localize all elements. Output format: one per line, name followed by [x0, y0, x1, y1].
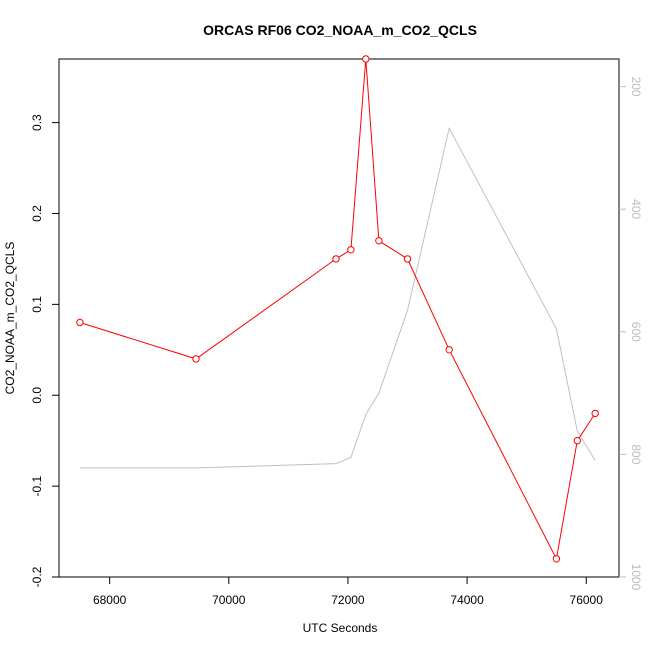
secondary-series-layer	[79, 126, 596, 469]
data-point	[347, 246, 355, 254]
data-point	[591, 409, 599, 418]
y-tick-label: 0.2	[30, 205, 44, 222]
plot-frame	[58, 58, 620, 578]
data-point	[573, 437, 581, 445]
y2-axis: 200 400 600 800 1000	[619, 77, 643, 591]
y2-tick-label: 600	[629, 322, 643, 342]
y-tick-label: -0.2	[30, 566, 44, 587]
chart-title: ORCAS RF06 CO2_NOAA_m_CO2_QCLS	[203, 22, 477, 38]
y-axis-label: CO2_NOAA_m_CO2_QCLS	[3, 242, 17, 395]
x-axis-label: UTC Seconds	[303, 621, 378, 635]
y-tick-label: 0.0	[30, 387, 44, 404]
y2-tick-label: 1000	[629, 564, 643, 591]
secondary-series-line	[79, 126, 596, 469]
x-tick-label: 68000	[93, 593, 127, 607]
data-point	[76, 318, 84, 327]
y2-tick-label: 200	[629, 77, 643, 97]
primary-series-line	[79, 58, 596, 561]
y2-tick-label: 800	[629, 444, 643, 464]
y-axis: -0.2 -0.1 0.0 0.1 0.2 0.3	[30, 114, 59, 587]
x-tick-label: 70000	[212, 593, 246, 607]
x-tick-label: 74000	[450, 593, 484, 607]
data-point	[375, 237, 383, 245]
x-tick-label: 76000	[570, 593, 604, 607]
data-point	[403, 255, 412, 263]
primary-series-layer	[76, 55, 599, 563]
data-point	[362, 55, 370, 63]
data-point	[192, 355, 200, 363]
y-tick-label: 0.1	[30, 296, 44, 313]
x-axis: 68000 70000 72000 74000 76000	[93, 577, 603, 607]
data-point	[332, 255, 340, 263]
data-point	[552, 555, 561, 563]
data-point	[445, 346, 453, 354]
y2-tick-label: 400	[629, 199, 643, 219]
y-tick-label: 0.3	[30, 114, 44, 131]
y-tick-label: -0.1	[30, 475, 44, 496]
x-tick-label: 72000	[331, 593, 365, 607]
